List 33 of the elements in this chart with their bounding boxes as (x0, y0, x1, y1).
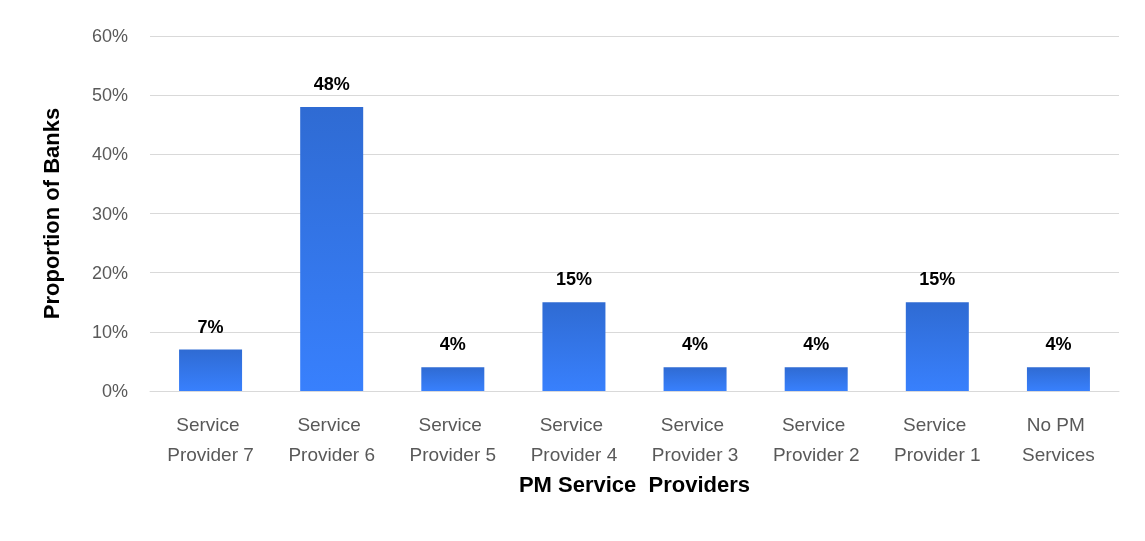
data-label: 15% (919, 269, 956, 290)
y-tick-label: 20% (91, 262, 128, 283)
data-label: 15% (555, 269, 592, 290)
x-tick-label: Service Provider 6 (288, 413, 375, 465)
x-tick-label: No PM Services (1022, 413, 1095, 465)
x-axis-title: PM Service Providers (518, 472, 751, 498)
x-tick-label: Service Provider 2 (772, 413, 860, 465)
data-label: 48% (313, 74, 350, 94)
bar (663, 367, 727, 391)
bar (542, 302, 606, 391)
bar (784, 367, 848, 391)
y-axis-title: Proportion of Banks (38, 107, 64, 320)
bar (1026, 367, 1090, 391)
data-label: 4% (1045, 334, 1072, 355)
data-label: 4% (439, 334, 466, 355)
x-tick-label: Service Provider 4 (530, 413, 618, 465)
bar (300, 107, 364, 391)
x-tick-label: Service Provider 7 (167, 413, 254, 465)
y-tick-label: 10% (91, 321, 128, 342)
x-tick-label: Service Provider 3 (651, 413, 739, 465)
y-tick-label: 40% (91, 144, 128, 165)
data-label: 7% (197, 316, 224, 337)
y-tick-label: 60% (91, 26, 128, 46)
y-tick-label: 50% (91, 85, 128, 106)
y-tick-label: 0% (101, 381, 128, 401)
bar (905, 302, 969, 391)
data-label: 4% (803, 334, 830, 355)
x-tick-label: Service Provider 1 (894, 413, 981, 465)
x-tick-label: Service Provider 5 (409, 413, 497, 465)
bar (179, 349, 243, 391)
y-tick-label: 30% (91, 203, 128, 224)
data-label: 4% (682, 334, 709, 355)
bar (421, 367, 485, 391)
